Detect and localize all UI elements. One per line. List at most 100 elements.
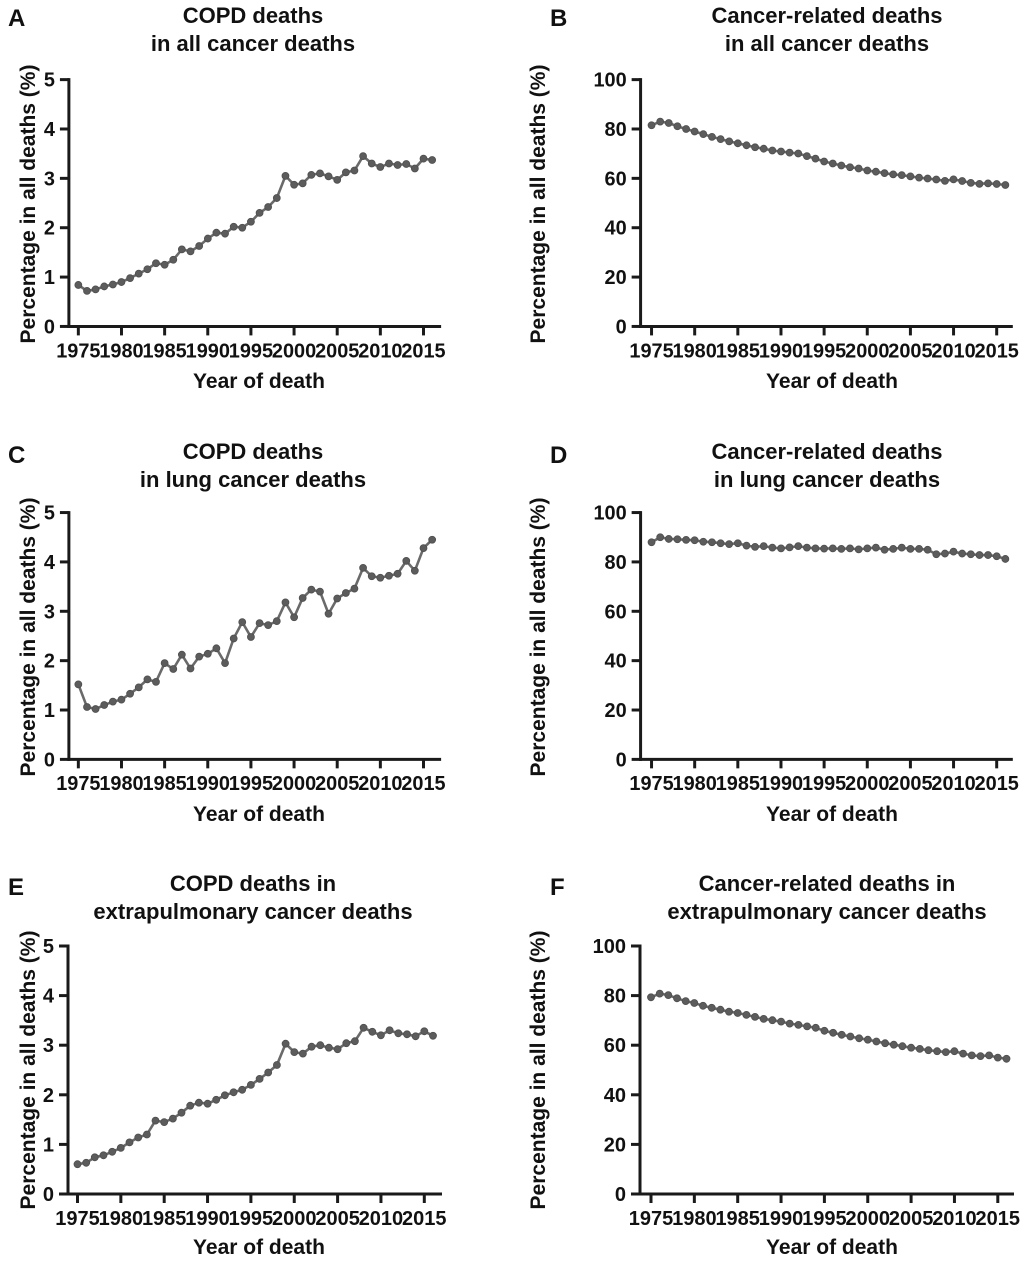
panel-title-b: Cancer-related deaths in all cancer deat… [597,2,1020,58]
svg-text:1985: 1985 [143,773,187,795]
svg-text:2000: 2000 [272,1208,317,1230]
svg-text:2005: 2005 [315,1208,360,1230]
panel-letter-f: F [550,874,565,901]
svg-text:4: 4 [43,986,55,1008]
title-line: in lung cancer deaths [713,467,941,492]
svg-text:5: 5 [44,503,55,525]
svg-text:100: 100 [593,936,626,958]
svg-text:80: 80 [604,986,626,1008]
svg-text:2000: 2000 [272,773,316,795]
svg-text:60: 60 [605,168,627,190]
svg-text:100: 100 [593,70,626,92]
svg-text:4: 4 [44,119,55,141]
svg-text:1985: 1985 [716,340,760,362]
x-axis-label: Year of death [193,370,325,393]
svg-text:1995: 1995 [802,773,846,795]
panel-title-e: COPD deaths in extrapulmonary cancer dea… [23,870,483,926]
svg-text:2010: 2010 [931,340,975,362]
panel-title-d: Cancer-related deaths in lung cancer dea… [597,438,1020,494]
svg-text:2: 2 [44,651,55,673]
title-line: Cancer-related deaths in [698,871,956,896]
panel-letter-c: C [8,442,26,469]
svg-text:1: 1 [43,1134,54,1156]
svg-text:20: 20 [605,700,627,722]
svg-text:1990: 1990 [186,340,230,362]
panel-title-f: Cancer-related deaths in extrapulmonary … [597,870,1020,926]
svg-text:5: 5 [43,936,54,958]
svg-text:80: 80 [605,119,627,141]
line-chart-cancer-related-all-cancer: 0 20 40 60 80 100 1975198019851990199520002005… [593,70,1019,363]
svg-text:1995: 1995 [229,773,273,795]
line-chart-cancer-related-lung-cancer: 0 20 40 60 80 100 1975198019851990199520002005… [593,503,1018,796]
svg-text:60: 60 [604,1035,626,1057]
svg-text:2005: 2005 [888,340,932,362]
svg-text:0: 0 [44,316,55,338]
title-line: COPD deaths in [169,871,337,896]
svg-text:1975: 1975 [629,773,673,795]
svg-text:1975: 1975 [56,340,100,362]
title-line: Cancer-related deaths [711,439,943,464]
svg-text:80: 80 [605,552,627,574]
panel-letter-b: B [550,5,568,32]
svg-text:1990: 1990 [759,1208,804,1230]
title-line: Cancer-related deaths [711,3,943,28]
panel-title-a: COPD deaths in all cancer deaths [23,2,483,58]
x-axis-label: Year of death [193,1236,325,1259]
svg-text:1980: 1980 [99,1208,144,1230]
panel-d: D Cancer-related deaths in lung cancer d… [510,420,1020,840]
panel-letter-d: D [550,442,568,469]
svg-text:40: 40 [605,651,627,673]
line-chart-copd-extrapulmonary: 0 1 2 3 4 5 1975198019851990199520002005201020… [43,936,447,1230]
svg-text:2005: 2005 [315,340,359,362]
svg-text:1975: 1975 [629,340,673,362]
svg-text:2015: 2015 [402,1208,447,1230]
svg-text:2015: 2015 [401,340,445,362]
x-axis-label: Year of death [766,370,898,393]
svg-text:0: 0 [616,316,627,338]
panel-a: A COPD deaths in all cancer deaths Perce… [0,0,510,420]
svg-text:0: 0 [616,749,627,771]
line-chart-copd-lung-cancer: 0 1 2 3 4 5 1975198019851990199520002005201020… [44,503,446,796]
svg-text:1985: 1985 [143,340,187,362]
svg-text:1975: 1975 [56,773,100,795]
panel-letter-e: E [8,874,25,901]
svg-text:2010: 2010 [359,1208,404,1230]
title-line: COPD deaths [182,439,324,464]
svg-text:2000: 2000 [845,773,889,795]
svg-text:2: 2 [43,1085,54,1107]
title-line: in all cancer deaths [724,31,930,56]
svg-text:2010: 2010 [358,773,402,795]
svg-text:1995: 1995 [229,1208,274,1230]
line-chart-cancer-related-extrapulmonary: 0 20 40 60 80 100 1975198019851990199520002005… [593,936,1020,1230]
svg-text:1980: 1980 [673,340,717,362]
title-line: COPD deaths [182,3,324,28]
svg-text:5: 5 [44,70,55,92]
svg-text:3: 3 [43,1035,54,1057]
svg-text:2000: 2000 [845,340,889,362]
x-axis-label: Year of death [766,803,898,826]
x-axis-label: Year of death [766,1236,898,1259]
title-line: in lung cancer deaths [139,467,367,492]
svg-text:1980: 1980 [99,773,143,795]
panel-c: C COPD deaths in lung cancer deaths Perc… [0,420,510,840]
svg-text:1995: 1995 [802,1208,847,1230]
svg-text:2015: 2015 [975,340,1019,362]
svg-text:3: 3 [44,168,55,190]
svg-text:1980: 1980 [672,1208,717,1230]
svg-text:2: 2 [44,218,55,240]
svg-text:1: 1 [44,267,55,289]
panel-letter-a: A [8,5,26,32]
svg-text:1990: 1990 [186,773,230,795]
svg-text:2000: 2000 [272,340,316,362]
panel-b: B Cancer-related deaths in all cancer de… [510,0,1020,420]
svg-text:20: 20 [604,1134,626,1156]
svg-text:1980: 1980 [99,340,143,362]
svg-text:40: 40 [605,218,627,240]
svg-text:1995: 1995 [229,340,273,362]
svg-text:2015: 2015 [401,773,445,795]
panel-e: E COPD deaths in extrapulmonary cancer d… [0,840,510,1262]
svg-text:1990: 1990 [759,340,803,362]
svg-text:100: 100 [593,503,626,525]
svg-text:2000: 2000 [846,1208,891,1230]
